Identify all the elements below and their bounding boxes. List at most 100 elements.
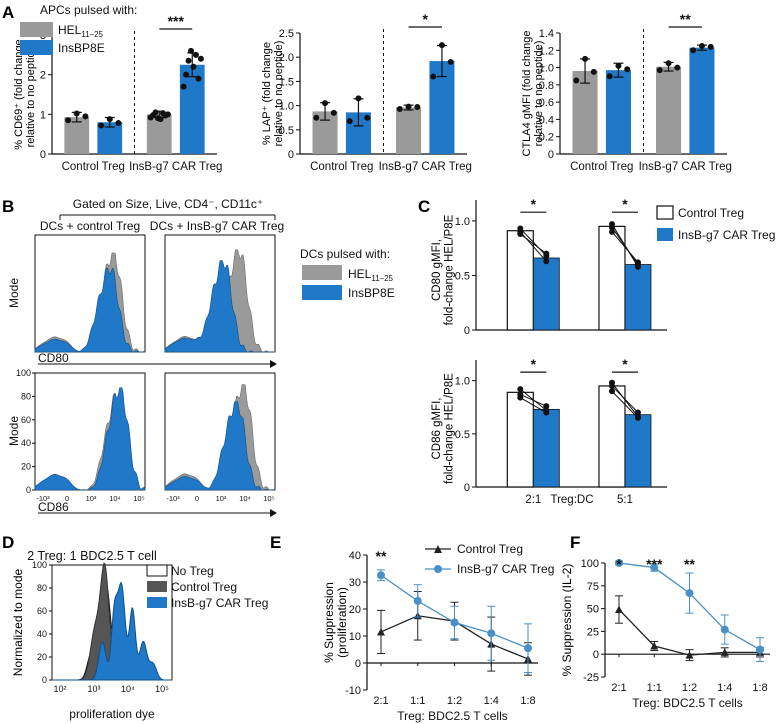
x-tick-label: -10³: [166, 494, 180, 503]
data-point: [543, 258, 550, 265]
group-label: InsB-g7 CAR Treg: [639, 161, 732, 173]
hist-cd86-control-insbp8e-histogram: [34, 387, 146, 491]
legend-swatch-car-treg: [147, 597, 167, 608]
data-point: [615, 62, 622, 69]
data-point: [115, 120, 122, 127]
x-tick-label: 1:2: [447, 695, 462, 707]
y-axis-title: % Suppression (IL-2): [560, 564, 574, 677]
data-point: [322, 100, 329, 107]
hist-cd86-car-insbp8e-histogram: [164, 401, 276, 491]
paired-line: [611, 390, 639, 419]
data-point-car: [450, 618, 459, 627]
legend-title: APCs pulsed with:: [40, 3, 137, 17]
data-point: [707, 43, 714, 50]
data-point: [634, 409, 641, 416]
significance-stars: *: [622, 356, 628, 372]
data-point: [438, 42, 445, 49]
y-tick-label: 0.5: [455, 270, 470, 282]
data-point: [430, 73, 437, 80]
panel-d-title: 2 Treg: 1 BDC2.5 T cell: [27, 549, 156, 563]
data-point: [624, 66, 631, 73]
data-point: [73, 110, 80, 117]
y-tick-label: 0.2: [539, 132, 554, 144]
legend-swatch-hel: [20, 22, 53, 37]
y-tick-label: 60: [37, 606, 47, 616]
x-tick-label: -10³: [36, 494, 50, 503]
bar-HEL11-25-Control Treg: [64, 117, 90, 154]
significance-stars: *: [531, 356, 537, 372]
data-point: [82, 113, 89, 120]
y-tick-label: 0: [40, 149, 46, 161]
data-point: [608, 388, 615, 395]
group-label: Control Treg: [62, 161, 125, 173]
x-tick-label: 2:1: [525, 494, 541, 506]
group-label: InsB-g7 CAR Treg: [379, 161, 472, 173]
legend-label-hel: HEL11–25: [58, 23, 104, 39]
y-tick-label: 20: [349, 604, 361, 616]
data-point: [195, 75, 202, 82]
x-tick-label: 1:4: [717, 682, 732, 694]
legend-swatch-insbp8e: [302, 285, 342, 300]
paired-line: [611, 385, 639, 413]
data-point: [405, 103, 412, 110]
y-tick-label: 1.0: [455, 216, 470, 228]
data-point: [157, 116, 164, 123]
data-point: [106, 116, 113, 123]
data-point: [634, 414, 641, 421]
bar-control-2:1: [506, 230, 534, 331]
data-point: [543, 403, 550, 410]
y-axis-title-cd80: Mode: [7, 278, 21, 308]
group-label: InsB-g7 CAR Treg: [129, 161, 222, 173]
data-point: [517, 394, 524, 401]
group-label: Control Treg: [310, 161, 373, 173]
data-point: [517, 386, 524, 393]
data-point-car: [487, 629, 496, 638]
y-tick-label: 25: [587, 626, 599, 638]
data-point: [364, 114, 371, 121]
y-axis-title: % Suppression(proliferation): [322, 582, 349, 663]
bar-car-2:1: [532, 408, 560, 488]
panel-label-a: A: [2, 3, 14, 22]
x-tick-label: 1:8: [752, 682, 767, 694]
x-tick-label: 1:2: [682, 682, 697, 694]
y-tick-label: 0: [42, 675, 47, 685]
data-point: [517, 231, 524, 237]
significance-stars: ***: [168, 13, 185, 29]
y-axis-title-cd86: Mode: [7, 416, 21, 446]
x-arrow-head-cd86: [270, 509, 277, 517]
y-tick-label: 0: [464, 482, 470, 494]
x-tick-label: 10²: [53, 684, 66, 694]
x-tick-label: 0: [195, 494, 199, 503]
y-tick-label: -25: [583, 672, 599, 684]
data-point: [197, 55, 204, 62]
y-tick-label: 100: [16, 368, 31, 378]
bar-InsBP8E-InsB-g7 CAR Treg: [689, 47, 715, 154]
panel-label-b: B: [2, 197, 14, 216]
paired-line: [519, 233, 547, 255]
legend-label-hel: HEL11–25: [348, 267, 394, 283]
bar-HEL11-25-Control Treg: [572, 71, 598, 154]
x-tick-label: 10⁵: [263, 494, 274, 503]
data-point: [608, 224, 615, 231]
y-tick-label: 2: [40, 70, 46, 82]
y-tick-label: 1.5: [279, 76, 294, 88]
legend-label-control-treg: Control Treg: [171, 580, 237, 594]
x-axis-title: Treg: BDC2.5 T cells: [397, 709, 507, 723]
y-tick-label: 1.0: [539, 63, 554, 75]
y-axis-title: CD80 gMFI,fold-change HEL/P8E: [431, 214, 456, 325]
column-title-car: DCs + InsB-g7 CAR Treg: [150, 219, 284, 233]
significance-stars: *: [622, 196, 628, 212]
legend-label-car: InsB-g7 CAR Treg: [457, 562, 554, 576]
data-point: [192, 51, 199, 58]
data-point: [590, 68, 597, 75]
y-tick-label: 2.0: [279, 52, 294, 64]
bar-HEL11-25-InsB-g7 CAR Treg: [656, 66, 682, 154]
data-point: [190, 63, 197, 70]
bar-car-2:1: [532, 257, 560, 331]
x-tick-label: 10³: [86, 494, 97, 503]
panel-label-d: D: [2, 533, 14, 552]
y-tick-label: 1.0: [279, 101, 294, 113]
y-tick-label: 40: [37, 629, 47, 639]
paired-line: [611, 231, 639, 263]
y-axis-title: % LAP⁺ (fold changerelative to no peptid…: [261, 41, 285, 147]
